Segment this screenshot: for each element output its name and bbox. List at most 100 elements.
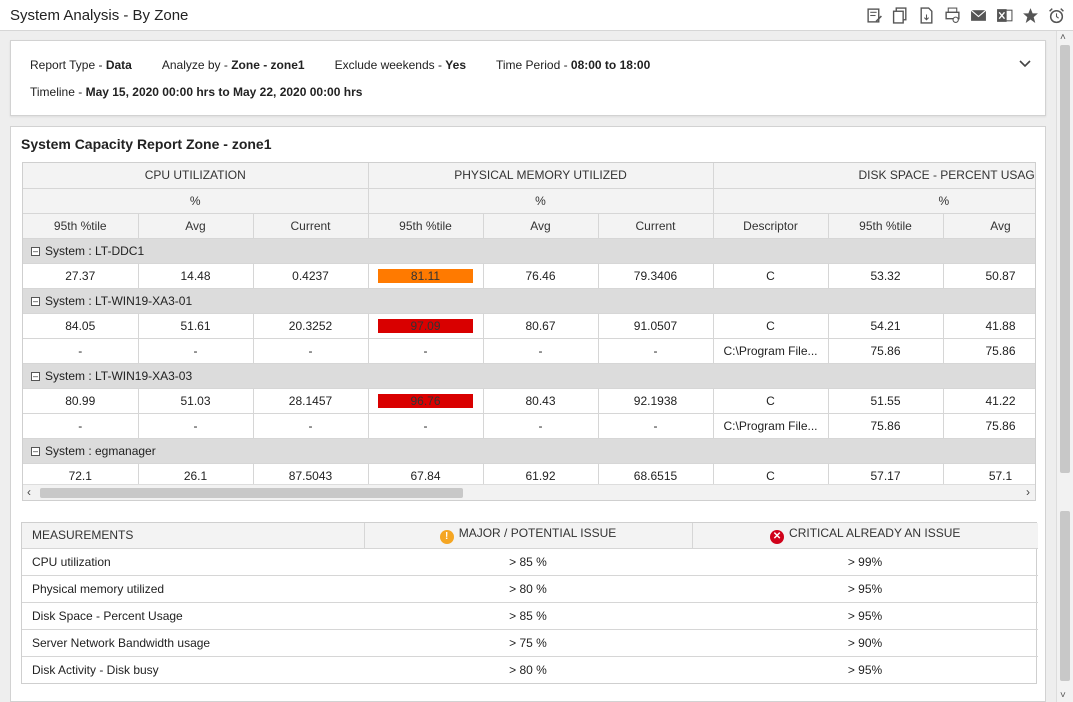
legend-major: > 80 % — [509, 662, 547, 677]
cell-desc: C:\Program File... — [713, 413, 829, 439]
disk-group-header: DISK SPACE - PERCENT USAGE — [713, 163, 1035, 189]
cell-disk95: 54.21 — [828, 313, 944, 339]
col-cpu-95th[interactable]: 95th %tile — [23, 213, 139, 239]
cell-diskavg: 50.87 — [943, 263, 1035, 289]
legend-measure: Server Network Bandwidth usage — [22, 629, 364, 657]
legend-major: > 85 % — [364, 602, 692, 630]
legend-major: > 75 % — [364, 629, 692, 657]
legend-critical: > 95% — [692, 575, 1038, 603]
vertical-scroll-track-segment — [1060, 511, 1070, 681]
collapse-icon[interactable]: – — [31, 370, 40, 381]
legend-col-major: ! MAJOR / POTENTIAL ISSUE — [364, 523, 693, 549]
col-disk-95th[interactable]: 95th %tile — [828, 213, 944, 239]
alarm-clock-icon[interactable] — [1047, 6, 1065, 24]
cell-disk95: 75.86 — [828, 338, 944, 364]
favorite-star-icon[interactable] — [1021, 6, 1039, 24]
cell-disk95: 75.86 — [828, 413, 944, 439]
legend-major: > 85 % — [364, 548, 692, 576]
memory-group-header: PHYSICAL MEMORY UTILIZED — [368, 163, 714, 189]
cell-cpuavg: 51.03 — [138, 388, 254, 414]
system-label: System : LT-WIN19-XA3-01 — [45, 293, 193, 308]
toolbar — [865, 6, 1065, 24]
copy-report-icon[interactable] — [891, 6, 909, 24]
cell-mem95: 81.11 — [368, 263, 484, 289]
collapse-icon[interactable]: – — [31, 295, 40, 306]
page-title: System Analysis - By Zone — [10, 7, 189, 24]
report-title: System Capacity Report Zone - zone1 — [21, 136, 272, 152]
cell-mem95: 96.76 — [368, 388, 484, 414]
disk-unit: % — [713, 188, 1035, 214]
system-group-row[interactable]: – System : egmanager — [23, 438, 1035, 464]
table-row: 27.37 14.48 0.4237 81.11 76.46 79.3406 C 53.32 5… — [23, 263, 1035, 289]
scroll-right-icon[interactable]: › — [1026, 485, 1030, 499]
system-group-row[interactable]: – System : LT-WIN19-XA3-01 — [23, 288, 1035, 314]
horizontal-scroll-thumb[interactable] — [40, 488, 463, 498]
cell-cpucur: 20.3252 — [253, 313, 369, 339]
chevron-down-icon[interactable] — [1017, 55, 1033, 71]
cell-mem95: 97.09 — [368, 313, 484, 339]
collapse-icon[interactable]: – — [31, 245, 40, 256]
scroll-up-icon[interactable]: ˄ — [1060, 32, 1066, 43]
cell-memavg: 80.43 — [483, 388, 599, 414]
cell-memavg: 80.67 — [483, 313, 599, 339]
legend-row: Disk Activity - Disk busy > 80 % > 95% — [22, 656, 1038, 683]
legend-measure: Disk Space - Percent Usage — [22, 602, 364, 630]
cell-cpuavg: - — [138, 413, 254, 439]
col-cpu-current[interactable]: Current — [253, 213, 369, 239]
legend-measure: CPU utilization — [22, 548, 364, 576]
cell-desc: C — [713, 313, 829, 339]
vertical-scroll-thumb[interactable] — [1060, 45, 1070, 473]
table-row: 80.99 51.03 28.1457 96.76 80.43 92.1938 C 51.55… — [23, 388, 1035, 414]
report-type-filter: Report Type - Data — [30, 58, 132, 72]
threshold-highlight: 96.76 — [378, 393, 473, 408]
print-preview-icon[interactable] — [943, 6, 961, 24]
legend-row: Physical memory utilized > 80 % > 95% — [22, 575, 1038, 603]
scroll-left-icon[interactable]: ‹ — [27, 485, 31, 499]
critical-x-icon: ✕ — [770, 530, 785, 545]
cell-cpu95: - — [23, 413, 139, 439]
table-row: - - - - - - C:\Program File... 75.86 75.86 — [23, 413, 1035, 439]
cell-mem95: - — [368, 413, 484, 439]
system-group-row[interactable]: – System : LT-DDC1 — [23, 238, 1035, 264]
legend-measure: Physical memory utilized — [22, 575, 364, 603]
horizontal-scrollbar[interactable]: ‹ › — [23, 484, 1035, 500]
col-disk-avg[interactable]: Avg — [943, 213, 1035, 239]
col-mem-current[interactable]: Current — [598, 213, 714, 239]
title-bar: System Analysis - By Zone — [0, 0, 1073, 31]
scroll-down-icon[interactable]: ˅ — [1060, 690, 1066, 701]
cell-memcur: 91.0507 — [598, 313, 714, 339]
system-label: System : LT-DDC1 — [45, 243, 145, 258]
cell-memcur: 92.1938 — [598, 388, 714, 414]
col-mem-avg[interactable]: Avg — [483, 213, 599, 239]
timeline-filter: Timeline - May 15, 2020 00:00 hrs to May… — [30, 85, 363, 99]
edit-report-icon[interactable] — [865, 6, 883, 24]
threshold-highlight: 81.11 — [378, 268, 473, 283]
cell-diskavg: 41.88 — [943, 313, 1035, 339]
time-period-filter: Time Period - 08:00 to 18:00 — [496, 58, 651, 72]
pdf-icon[interactable] — [917, 6, 935, 24]
cell-cpucur: - — [253, 413, 369, 439]
col-mem-95th[interactable]: 95th %tile — [368, 213, 484, 239]
cpu-group-header: CPU UTILIZATION — [23, 163, 369, 189]
system-group-row[interactable]: – System : LT-WIN19-XA3-03 — [23, 363, 1035, 389]
cpu-unit: % — [23, 188, 369, 214]
legend-row: Disk Space - Percent Usage > 85 % > 95% — [22, 602, 1038, 630]
cell-desc: C — [713, 388, 829, 414]
email-icon[interactable] — [969, 6, 987, 24]
system-label: System : egmanager — [45, 443, 156, 458]
collapse-icon[interactable]: – — [31, 445, 40, 456]
col-disk-descriptor[interactable]: Descriptor — [713, 213, 829, 239]
legend-row: Server Network Bandwidth usage > 75 % > 90… — [22, 629, 1038, 657]
warning-icon: ! — [439, 530, 454, 545]
legend-critical: > 99% — [692, 548, 1038, 576]
excel-icon[interactable] — [995, 6, 1013, 24]
cell-desc: C:\Program File... — [713, 338, 829, 364]
cell-cpu95: 84.05 — [23, 313, 139, 339]
cell-diskavg: 41.22 — [943, 388, 1035, 414]
capacity-grid[interactable]: CPU UTILIZATION PHYSICAL MEMORY UTILIZED… — [22, 162, 1036, 501]
col-cpu-avg[interactable]: Avg — [138, 213, 254, 239]
vertical-scrollbar[interactable]: ˄ ˅ — [1056, 31, 1073, 702]
table-row: 84.05 51.61 20.3252 97.09 80.67 91.0507 C 54.21… — [23, 313, 1035, 339]
report-panel: System Capacity Report Zone - zone1 CPU … — [10, 126, 1046, 702]
cell-desc: C — [713, 263, 829, 289]
